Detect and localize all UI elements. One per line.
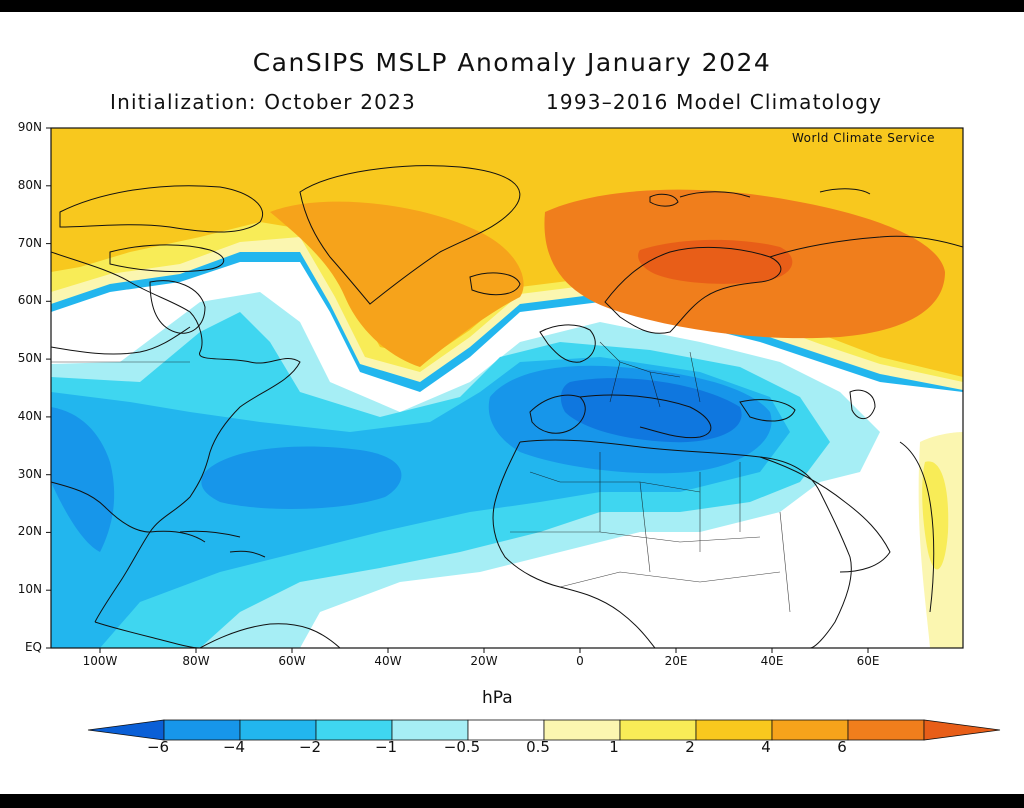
lon-label: 20W xyxy=(470,654,498,668)
colorbar-tick-label: −2 xyxy=(298,738,322,756)
lat-label: 80N xyxy=(17,178,42,192)
anomaly-fill-minus4-west xyxy=(51,407,115,552)
subtitle-climatology: 1993–2016 Model Climatology xyxy=(546,90,883,114)
colorbar-segment xyxy=(391,719,469,741)
lat-label: 60N xyxy=(17,293,42,307)
map-frame xyxy=(50,127,964,649)
colorbar-tick-label: 6 xyxy=(837,738,847,756)
page-title: CanSIPS MSLP Anomaly January 2024 xyxy=(252,48,772,77)
lat-label: 40N xyxy=(17,409,42,423)
colorbar-tick-label: −6 xyxy=(146,738,170,756)
colorbar-tick-label: 2 xyxy=(685,738,695,756)
lat-label: EQ xyxy=(24,640,42,654)
country-borders xyxy=(51,341,791,613)
lon-label: 0 xyxy=(576,654,584,668)
colorbar-segment xyxy=(543,719,621,741)
anomaly-map xyxy=(46,127,964,653)
axis-ticks xyxy=(46,127,869,653)
lon-label: 100W xyxy=(82,654,118,668)
colorbar-tick-label: 1 xyxy=(609,738,619,756)
anomaly-fill-minus4-atlantic xyxy=(201,446,402,509)
lat-label: 50N xyxy=(17,351,42,365)
colorbar-segment xyxy=(619,719,697,741)
colorbar-segment xyxy=(239,719,317,741)
lat-label: 70N xyxy=(17,236,42,250)
anomaly-fill-minus6 xyxy=(560,378,742,443)
colorbar-tick-label: −1 xyxy=(374,738,398,756)
lon-label: 80W xyxy=(182,654,210,668)
colorbar-segment xyxy=(771,719,849,741)
lon-label: 60E xyxy=(856,654,880,668)
anomaly-fill-plus1-india-core xyxy=(922,461,949,570)
colorbar-unit: hPa xyxy=(482,688,513,708)
lon-label: 20E xyxy=(664,654,688,668)
lat-label: 10N xyxy=(17,582,42,596)
lon-label: 60W xyxy=(278,654,306,668)
colorbar-tick-label: 4 xyxy=(761,738,771,756)
colorbar-segment xyxy=(847,719,925,741)
map-figure: CanSIPS MSLP Anomaly January 2024 Initia… xyxy=(0,12,1024,794)
subtitle-initialization: Initialization: October 2023 xyxy=(110,90,416,114)
colorbar-segment xyxy=(695,719,773,741)
lat-label: 20N xyxy=(17,524,42,538)
credit-label: World Climate Service xyxy=(792,131,936,145)
colorbar-segment xyxy=(163,719,241,741)
colorbar-segment xyxy=(923,719,1001,741)
lon-label: 40E xyxy=(760,654,784,668)
lat-label: 90N xyxy=(17,120,42,134)
colorbar-segment xyxy=(467,719,545,741)
lon-label: 40W xyxy=(374,654,402,668)
colorbar-segment xyxy=(87,719,165,741)
coastlines xyxy=(51,165,963,648)
colorbar xyxy=(87,719,1001,741)
colorbar-tick-label: 0.5 xyxy=(526,738,550,756)
lat-label: 30N xyxy=(17,467,42,481)
colorbar-segment xyxy=(315,719,393,741)
colorbar-tick-label: −0.5 xyxy=(443,738,481,756)
colorbar-tick-label: −4 xyxy=(222,738,246,756)
